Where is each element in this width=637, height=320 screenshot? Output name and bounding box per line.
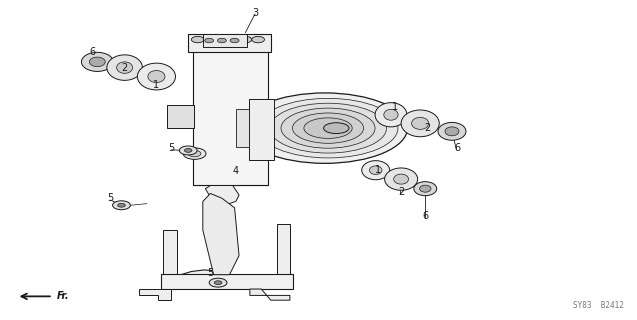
Ellipse shape xyxy=(362,161,390,180)
Ellipse shape xyxy=(401,110,440,137)
Text: 1: 1 xyxy=(154,80,159,90)
Ellipse shape xyxy=(412,117,429,129)
Circle shape xyxy=(214,281,222,284)
Bar xyxy=(188,34,271,52)
Bar xyxy=(168,105,194,128)
Circle shape xyxy=(222,36,234,43)
Polygon shape xyxy=(277,224,290,275)
Ellipse shape xyxy=(420,185,431,192)
Ellipse shape xyxy=(369,166,382,174)
Circle shape xyxy=(230,38,239,43)
Text: 6: 6 xyxy=(454,143,460,153)
Polygon shape xyxy=(250,289,290,300)
Circle shape xyxy=(204,36,217,43)
Ellipse shape xyxy=(117,62,132,73)
Circle shape xyxy=(183,148,206,159)
Circle shape xyxy=(217,38,226,43)
Text: 3: 3 xyxy=(252,8,258,19)
Bar xyxy=(236,109,248,147)
Ellipse shape xyxy=(385,168,418,190)
Ellipse shape xyxy=(269,103,387,153)
Circle shape xyxy=(191,36,204,43)
Ellipse shape xyxy=(148,70,165,83)
Text: 2: 2 xyxy=(122,63,128,73)
Polygon shape xyxy=(163,230,177,275)
Ellipse shape xyxy=(242,93,408,163)
Bar xyxy=(192,39,268,186)
Polygon shape xyxy=(163,270,290,287)
Ellipse shape xyxy=(438,123,466,140)
Circle shape xyxy=(188,150,201,157)
Ellipse shape xyxy=(82,52,113,71)
Circle shape xyxy=(179,146,197,155)
Ellipse shape xyxy=(384,109,398,120)
Ellipse shape xyxy=(445,127,459,136)
Ellipse shape xyxy=(304,118,352,139)
Text: 5: 5 xyxy=(107,193,113,203)
Polygon shape xyxy=(140,289,171,300)
Circle shape xyxy=(113,201,131,210)
Circle shape xyxy=(252,36,264,43)
Circle shape xyxy=(184,148,192,152)
Polygon shape xyxy=(205,186,239,204)
Text: 6: 6 xyxy=(90,47,96,57)
Ellipse shape xyxy=(281,108,375,148)
Circle shape xyxy=(204,38,213,43)
Ellipse shape xyxy=(324,123,349,133)
Text: 2: 2 xyxy=(425,123,431,133)
Text: 6: 6 xyxy=(422,211,428,221)
Circle shape xyxy=(209,278,227,287)
Text: 2: 2 xyxy=(398,187,404,197)
Ellipse shape xyxy=(292,113,364,143)
Text: SY83  B2412: SY83 B2412 xyxy=(573,301,624,310)
Polygon shape xyxy=(203,194,239,275)
Ellipse shape xyxy=(107,55,143,80)
Bar xyxy=(161,274,293,289)
Ellipse shape xyxy=(258,98,398,158)
Text: 5: 5 xyxy=(168,143,174,153)
Text: Fr.: Fr. xyxy=(57,292,69,301)
Bar xyxy=(248,100,274,160)
Text: 1: 1 xyxy=(375,165,381,175)
Ellipse shape xyxy=(138,63,175,90)
Text: 5: 5 xyxy=(207,268,213,278)
Text: 4: 4 xyxy=(233,166,239,176)
Ellipse shape xyxy=(394,174,408,184)
Circle shape xyxy=(239,36,252,43)
Circle shape xyxy=(118,203,125,207)
Ellipse shape xyxy=(414,182,437,196)
Ellipse shape xyxy=(89,57,105,67)
Ellipse shape xyxy=(375,103,407,127)
Bar xyxy=(203,35,247,47)
Text: 1: 1 xyxy=(392,102,398,112)
